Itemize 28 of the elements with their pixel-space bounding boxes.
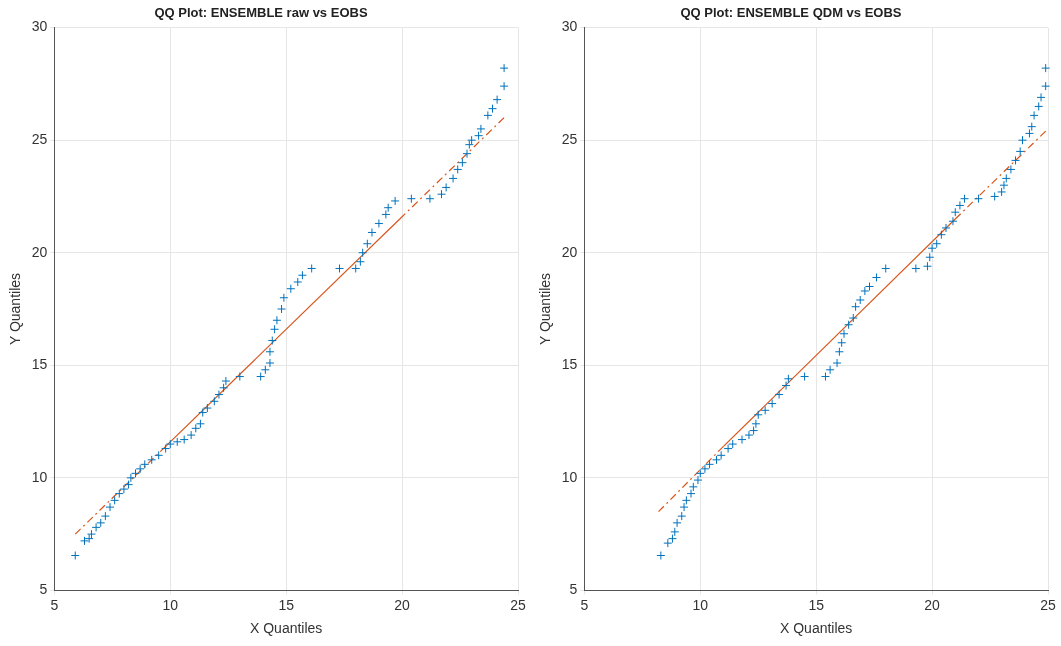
x-tick-label: 20 [394,596,411,613]
x-tick-label: 10 [162,596,179,613]
x-tick-label: 10 [692,596,709,613]
x-tick-label: 5 [50,596,59,613]
y-tick-label: 5 [39,581,48,598]
y-tick-label: 20 [31,243,48,260]
y-tick-label: 15 [31,356,48,373]
y-tick-label: 30 [31,18,48,35]
y-tick-label: 25 [31,131,48,148]
x-axis-title: X Quantiles [250,620,323,637]
y-tick-label: 15 [561,356,578,373]
y-axis-title: Y Quantiles [537,272,554,346]
y-tick-label: 10 [561,468,578,485]
x-tick-label: 15 [808,596,825,613]
x-tick-label: 25 [510,596,526,613]
x-tick-label: 20 [924,596,941,613]
x-tick-label: 15 [278,596,295,613]
x-tick-label: 25 [1040,596,1056,613]
chart-title: QQ Plot: ENSEMBLE QDM vs EOBS [680,5,902,21]
chart-title: QQ Plot: ENSEMBLE raw vs EOBS [154,5,368,21]
y-tick-label: 30 [561,18,578,35]
x-axis-title: X Quantiles [780,620,853,637]
y-tick-label: 10 [31,468,48,485]
y-tick-label: 20 [561,243,578,260]
y-tick-label: 5 [569,581,578,598]
y-tick-label: 25 [561,131,578,148]
x-tick-label: 5 [580,596,589,613]
y-axis-title: Y Quantiles [7,272,24,346]
